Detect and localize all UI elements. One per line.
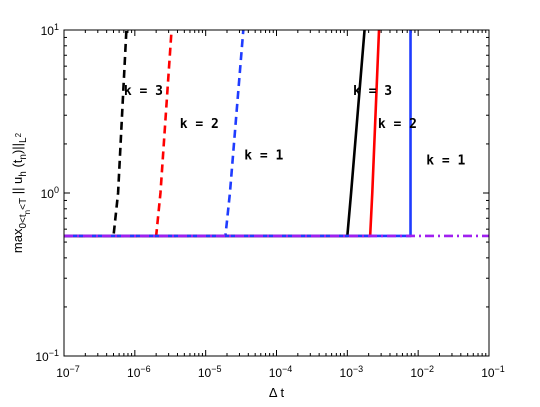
k-annotation: k = 3 — [124, 84, 163, 99]
x-tick-label: 10−2 — [410, 364, 434, 380]
y-axis-label: max0<tn<T || uh (tn)||L2 — [10, 132, 32, 253]
x-tick-label: 10−3 — [340, 364, 364, 380]
k-annotation: k = 2 — [378, 117, 417, 132]
x-axis-label: Δ t — [269, 385, 285, 400]
x-tick-label: 10−7 — [56, 364, 80, 380]
x-tick-label: 10−1 — [481, 364, 505, 380]
x-tick-label: 10−6 — [127, 364, 151, 380]
y-tick-label: 10−1 — [35, 348, 59, 364]
k-annotation: k = 1 — [244, 149, 283, 164]
k-annotation: k = 3 — [353, 84, 392, 99]
series-line-1 — [64, 29, 128, 238]
plot-background — [64, 30, 489, 356]
y-tick-label: 101 — [41, 22, 59, 38]
x-tick-label: 10−5 — [198, 364, 222, 380]
plot-frame — [63, 29, 490, 357]
x-tick-label: 10−4 — [269, 364, 293, 380]
k-annotation: k = 2 — [180, 117, 219, 132]
y-tick-label: 100 — [41, 185, 59, 201]
k-annotation: k = 1 — [426, 153, 465, 168]
